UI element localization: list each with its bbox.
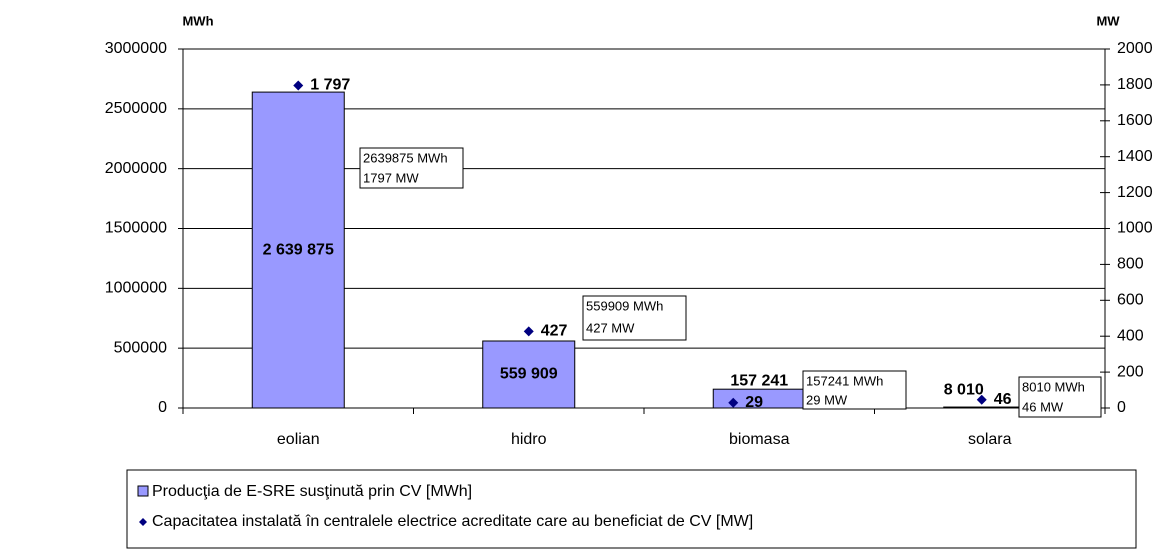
y2-tick-label: 1000	[1117, 220, 1153, 237]
y2-tick-label: 1600	[1117, 112, 1153, 129]
y-tick-label: 2000000	[105, 160, 167, 177]
point-value-label: 46	[994, 391, 1012, 408]
y2-tick-label: 200	[1117, 363, 1144, 380]
y-tick-label: 2500000	[105, 100, 167, 117]
bar	[482, 340, 576, 409]
bar-value-label: 559 909	[500, 366, 558, 383]
legend-box	[126, 469, 1137, 549]
annotation-text: 559909 MWh	[586, 298, 663, 313]
bar-value-label: 8 010	[944, 381, 984, 398]
annotation-box	[582, 295, 687, 341]
point-value-label: 1 797	[310, 77, 350, 94]
bar-value-label: 2 639 875	[263, 241, 334, 258]
annotation-box	[1018, 376, 1102, 418]
legend-label: Producţia de E-SRE susţinută prin CV [MW…	[152, 483, 472, 500]
bar	[251, 91, 345, 409]
legend-swatch	[139, 518, 147, 526]
y-tick-label: 500000	[114, 339, 167, 356]
point-value-label: 29	[745, 394, 763, 411]
y2-tick-label: 1400	[1117, 148, 1153, 165]
y2-tick-label: 0	[1117, 399, 1126, 416]
marker	[976, 394, 987, 405]
x-tick-label: hidro	[511, 431, 547, 448]
y-tick-label: 1500000	[105, 220, 167, 237]
annotation-box	[802, 370, 907, 410]
point-value-label: 427	[541, 323, 568, 340]
y-tick-label: 1000000	[105, 280, 167, 297]
x-tick-label: eolian	[277, 431, 320, 448]
y2-tick-label: 400	[1117, 327, 1144, 344]
annotation-text: 46 MW	[1022, 399, 1064, 414]
annotation-text: 1797 MW	[363, 170, 419, 185]
annotation-text: 427 MW	[586, 320, 635, 335]
y2-tick-label: 2000	[1117, 40, 1153, 57]
annotation-box	[359, 147, 464, 189]
y2-tick-label: 1200	[1117, 184, 1153, 201]
annotation-text: 8010 MWh	[1022, 379, 1085, 394]
legend-swatch	[137, 485, 149, 497]
marker	[293, 80, 304, 91]
annotation-text: 157241 MWh	[806, 373, 883, 388]
y2-axis-label: MW	[1096, 13, 1120, 28]
marker	[523, 326, 534, 337]
marker	[728, 397, 739, 408]
x-tick-label: biomasa	[729, 431, 790, 448]
y-tick-label: 3000000	[105, 40, 167, 57]
y2-tick-label: 800	[1117, 256, 1144, 273]
y2-tick-label: 1800	[1117, 76, 1153, 93]
annotation-text: 29 MW	[806, 392, 848, 407]
x-tick-label: solara	[968, 431, 1012, 448]
bar-value-label: 157 241	[730, 372, 788, 389]
legend-label: Capacitatea instalată în centralele elec…	[152, 513, 753, 530]
annotation-text: 2639875 MWh	[363, 150, 448, 165]
y-axis-label: MWh	[182, 13, 213, 28]
y-tick-label: 0	[158, 399, 167, 416]
y2-tick-label: 600	[1117, 292, 1144, 309]
